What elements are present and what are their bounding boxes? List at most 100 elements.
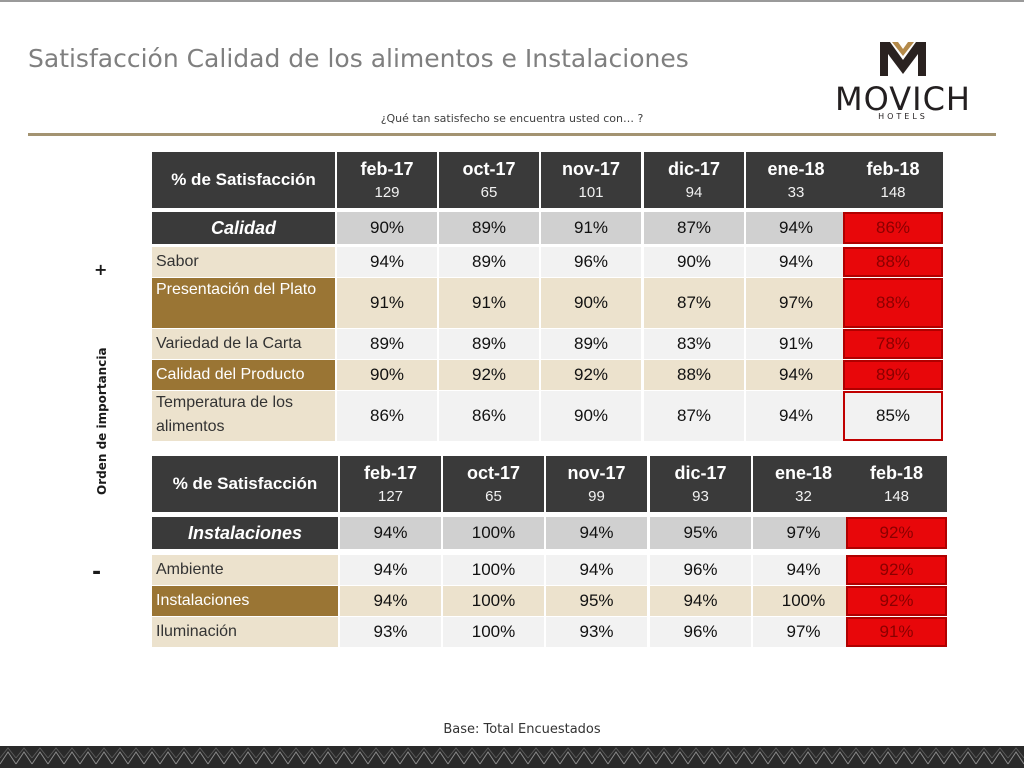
month-header: feb-17 129 <box>337 152 437 208</box>
month-label: feb-18 <box>866 159 920 179</box>
month-label: oct-17 <box>466 463 520 483</box>
row-value: 78% <box>843 329 943 359</box>
category-value: 95% <box>650 517 751 549</box>
row-label: Variedad de la Carta <box>152 329 335 359</box>
row-value: 94% <box>340 555 441 585</box>
row-value: 100% <box>443 617 544 647</box>
row-label: Instalaciones <box>152 586 338 616</box>
row-value: 93% <box>340 617 441 647</box>
row-value: 97% <box>746 278 846 328</box>
sample-size: 65 <box>480 184 498 201</box>
category-value: 94% <box>546 517 647 549</box>
month-header: feb-17 127 <box>340 456 441 512</box>
row-value: 96% <box>541 247 641 277</box>
row-value: 88% <box>644 360 744 390</box>
row-value: 85% <box>843 391 943 441</box>
row-value: 87% <box>644 278 744 328</box>
row-value: 94% <box>753 555 854 585</box>
month-header: oct-17 65 <box>439 152 539 208</box>
sample-size: 127 <box>377 488 404 505</box>
row-value: 91% <box>439 278 539 328</box>
month-label: ene-18 <box>774 463 833 483</box>
question-subtitle: ¿Qué tan satisfecho se encuentra usted c… <box>380 112 644 125</box>
month-header: dic-17 94 <box>644 152 744 208</box>
row-value: 93% <box>546 617 647 647</box>
row-value: 94% <box>746 247 846 277</box>
minus-sign: - <box>92 560 102 585</box>
month-label: nov-17 <box>567 463 626 483</box>
row-label: Temperatura de los alimentos <box>152 391 335 441</box>
importance-label: Orden de importancia <box>95 347 109 495</box>
month-header: dic-17 93 <box>650 456 751 512</box>
row-label: Ambiente <box>152 555 338 585</box>
title-divider <box>28 133 996 136</box>
row-value: 92% <box>846 586 947 616</box>
row-value: 95% <box>546 586 647 616</box>
month-header: ene-18 33 <box>746 152 846 208</box>
month-header: feb-18 148 <box>846 456 947 512</box>
row-value: 90% <box>337 360 437 390</box>
sample-size: 129 <box>374 184 400 201</box>
row-value: 91% <box>337 278 437 328</box>
row-value: 89% <box>439 329 539 359</box>
month-label: dic-17 <box>667 159 721 179</box>
row-value: 91% <box>846 617 947 647</box>
plus-sign: + <box>94 260 108 279</box>
row-value: 96% <box>650 555 751 585</box>
sample-size: 148 <box>883 488 910 505</box>
row-value: 83% <box>644 329 744 359</box>
sample-size: 94 <box>685 184 703 201</box>
top-border <box>0 0 1024 2</box>
row-value: 94% <box>746 391 846 441</box>
category-value: 87% <box>644 212 744 244</box>
corner-header: % de Satisfacción <box>152 456 338 512</box>
row-label: Iluminación <box>152 617 338 647</box>
row-label: Presentación del Plato <box>152 278 335 328</box>
category-value: 94% <box>746 212 846 244</box>
logo-brand: MOVICH <box>835 80 971 118</box>
footer-band <box>0 746 1024 768</box>
row-label: Calidad del Producto <box>152 360 335 390</box>
row-value: 94% <box>546 555 647 585</box>
row-value: 100% <box>443 555 544 585</box>
category-value: 100% <box>443 517 544 549</box>
sample-size: 101 <box>578 184 604 201</box>
importance-axis: Orden de importancia <box>93 347 111 497</box>
row-value: 88% <box>843 247 943 277</box>
row-value: 97% <box>753 617 854 647</box>
sample-size: 65 <box>485 488 502 505</box>
month-header: feb-18 148 <box>843 152 943 208</box>
footer-base: Base: Total Encuestados <box>443 722 601 737</box>
category-value: 86% <box>843 212 943 244</box>
row-value: 94% <box>650 586 751 616</box>
row-value: 92% <box>846 555 947 585</box>
row-value: 92% <box>439 360 539 390</box>
category-value: 91% <box>541 212 641 244</box>
category-value: 92% <box>846 517 947 549</box>
sample-size: 33 <box>787 184 805 201</box>
month-label: nov-17 <box>561 159 621 179</box>
month-header: oct-17 65 <box>443 456 544 512</box>
sample-size: 93 <box>692 488 709 505</box>
logo-sub: HOTELS <box>878 112 928 121</box>
page-title: Satisfacción Calidad de los alimentos e … <box>28 44 689 73</box>
row-value: 89% <box>439 247 539 277</box>
row-value: 96% <box>650 617 751 647</box>
row-value: 90% <box>541 391 641 441</box>
row-value: 86% <box>337 391 437 441</box>
row-value: 89% <box>843 360 943 390</box>
category-value: 89% <box>439 212 539 244</box>
sample-size: 32 <box>795 488 812 505</box>
month-label: feb-17 <box>363 463 417 483</box>
row-value: 92% <box>541 360 641 390</box>
row-value: 100% <box>443 586 544 616</box>
category-value: 90% <box>337 212 437 244</box>
row-value: 88% <box>843 278 943 328</box>
sample-size: 148 <box>880 184 906 201</box>
category-label: Calidad <box>152 212 335 244</box>
month-label: oct-17 <box>462 159 516 179</box>
pattern-band-icon <box>0 747 1024 765</box>
row-value: 89% <box>541 329 641 359</box>
row-value: 87% <box>644 391 744 441</box>
category-label: Instalaciones <box>152 517 338 549</box>
